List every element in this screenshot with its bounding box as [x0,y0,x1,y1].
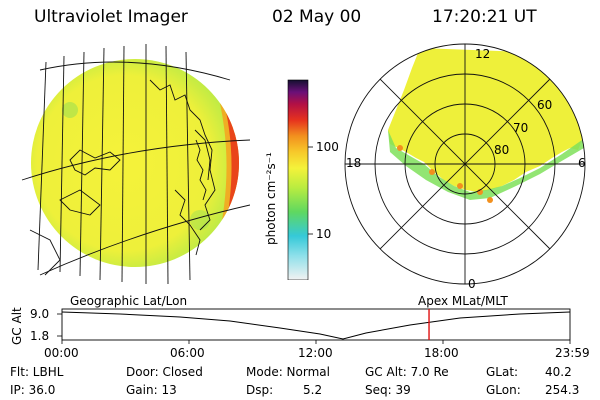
mlat-label-80: 80 [494,143,510,157]
dsp-value: 5.2 [303,383,323,397]
door-status: Door: Closed [126,365,203,379]
time-tick-0600: 06:00 [170,346,205,360]
altitude-curve [61,311,571,340]
colorbar-tick-100: 100 [316,140,339,154]
gain-status: Gain: 13 [126,383,177,397]
gc-alt-status: GC Alt: 7.0 Re [365,365,449,379]
orbit-altitude-timeline [57,308,571,344]
glon-label: GLon: [486,383,521,397]
ip-status: IP: 36.0 [10,383,56,397]
filter-status: Flt: LBHL [10,365,64,379]
apex-label: Apex MLat/MLT [418,294,508,308]
polar-mlat-mlt-plot [344,43,586,285]
gc-alt-axis-label: GC Alt [10,307,24,345]
mlat-label-60: 60 [537,98,553,112]
time-tick-1200: 12:00 [298,346,333,360]
time-tick-1800: 18:00 [424,346,459,360]
time-label: 17:20:21 UT [432,7,537,27]
mlt-label-18: 18 [346,156,362,170]
auroral-emission-region [388,48,584,203]
timeline-frame [61,308,571,341]
mode-status: Mode: Normal [246,365,330,379]
gc-alt-tick-top: 9.0 [30,307,50,321]
timeline-ticks [61,340,571,344]
gc-alt-tick-bottom: 1.8 [30,329,50,343]
seq-status: Seq: 39 [365,383,411,397]
geographic-globe-image [21,44,250,285]
colorbar-gradient [287,79,309,280]
polar-grid [344,43,586,285]
intensity-colorbar [287,79,313,280]
mlat-label-70: 70 [513,121,529,135]
time-tick-0000: 00:00 [44,346,79,360]
geographic-label: Geographic Lat/Lon [70,294,188,308]
instrument-title: Ultraviolet Imager [34,7,188,27]
mlt-label-6: 6 [578,156,586,170]
glon-value: 254.3 [545,383,580,397]
colorbar-unit-label: photon cm⁻²s⁻¹ [264,152,278,245]
time-tick-2359: 23:59 [555,346,590,360]
mlt-label-0: 0 [468,277,476,291]
latitude-grid [21,61,250,276]
date-label: 02 May 00 [272,7,362,27]
glat-value: 40.2 [545,365,572,379]
longitude-grid [37,44,191,285]
colorbar-tick-10: 10 [316,227,332,241]
glat-label: GLat: [486,365,519,379]
coastline-outlines [29,79,216,276]
mlt-label-12: 12 [475,47,491,61]
dsp-label: Dsp: [246,383,274,397]
